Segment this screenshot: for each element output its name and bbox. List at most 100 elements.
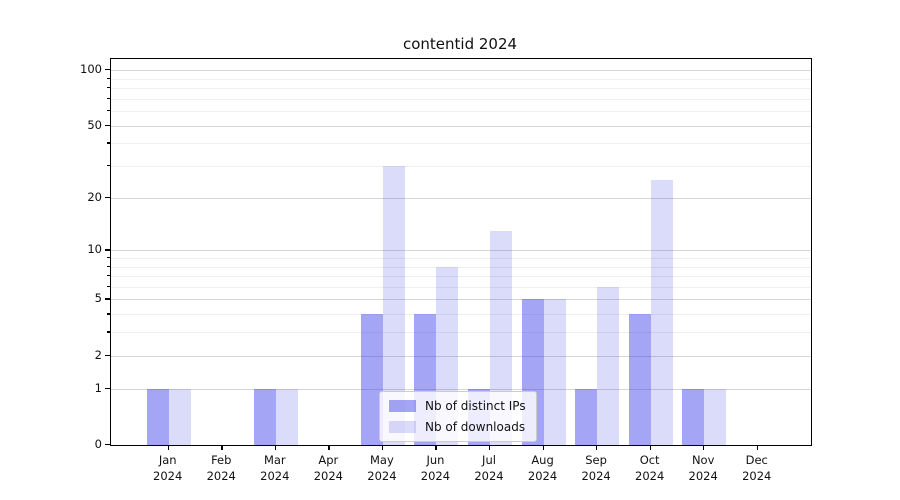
x-tick-label-sep: Sep 2024	[568, 452, 624, 484]
major-gridline-10	[111, 250, 811, 252]
month-year: 2024	[581, 469, 611, 483]
minor-gridline-30	[111, 166, 811, 168]
x-tick-mark-apr	[328, 445, 330, 450]
y-minor-tick-mark-90	[107, 77, 110, 79]
x-tick-mark-jun	[435, 445, 437, 450]
month-name: Mar	[263, 453, 286, 467]
month-year: 2024	[742, 469, 772, 483]
x-tick-label-apr: Apr 2024	[300, 452, 356, 484]
chart-title: contentid 2024	[402, 35, 518, 53]
minor-gridline-9	[111, 258, 811, 259]
y-minor-tick-mark-7	[107, 275, 110, 277]
legend-label-downloads: Nb of downloads	[425, 420, 526, 434]
month-name: Aug	[531, 453, 554, 467]
month-year: 2024	[527, 469, 558, 483]
month-name: Apr	[318, 453, 339, 467]
y-tick-mark-100	[105, 69, 110, 71]
month-year: 2024	[420, 469, 451, 483]
x-tick-mark-jan	[167, 445, 169, 450]
bar-oct-downloads	[650, 180, 673, 445]
bar-jan-ips	[146, 388, 169, 445]
month-name: Dec	[745, 453, 768, 467]
month-name: Nov	[691, 453, 715, 467]
legend-label-distinct-ips: Nb of distinct IPs	[425, 399, 526, 413]
x-tick-mark-jul	[489, 445, 491, 450]
x-tick-mark-nov	[703, 445, 705, 450]
y-minor-tick-mark-3	[107, 331, 110, 333]
minor-gridline-4	[111, 314, 811, 316]
bar-nov-ips	[682, 388, 705, 445]
x-tick-label-dec: Dec 2024	[729, 452, 785, 484]
major-gridline-50	[111, 125, 811, 127]
month-name: Sep	[585, 453, 607, 467]
x-tick-label-jun: Jun 2024	[407, 452, 463, 484]
x-tick-label-feb: Feb 2024	[193, 452, 249, 484]
month-name: Jan	[158, 453, 177, 467]
y-minor-tick-mark-6	[107, 285, 110, 288]
bar-aug-downloads	[543, 299, 566, 445]
month-year: 2024	[153, 469, 183, 483]
bar-may-downloads	[382, 166, 405, 445]
y-tick-mark-5	[105, 298, 110, 300]
bar-mar-downloads	[275, 388, 298, 445]
month-name: Oct	[639, 453, 660, 467]
minor-gridline-3	[111, 332, 811, 334]
x-tick-mark-feb	[221, 445, 223, 450]
month-year: 2024	[474, 469, 504, 483]
y-minor-tick-mark-4	[107, 313, 110, 315]
minor-gridline-7	[111, 276, 811, 278]
month-year: 2024	[206, 469, 236, 483]
y-tick-mark-1	[105, 387, 110, 389]
x-tick-label-jan: Jan 2024	[140, 452, 196, 484]
y-tick-mark-0	[105, 444, 110, 446]
y-tick-label-1: 1	[94, 380, 102, 395]
minor-gridline-70	[111, 98, 811, 100]
month-name: Feb	[211, 453, 232, 467]
month-name: Jun	[426, 453, 445, 467]
y-tick-mark-2	[105, 354, 110, 357]
y-tick-label-5: 5	[94, 291, 102, 306]
y-minor-tick-mark-9	[107, 257, 110, 259]
minor-gridline-90	[111, 78, 811, 80]
x-tick-label-may: May 2024	[354, 452, 410, 484]
bar-may-ips	[360, 314, 383, 445]
major-gridline-2	[111, 355, 811, 357]
month-year: 2024	[635, 469, 665, 483]
y-minor-tick-mark-8	[107, 265, 110, 267]
x-tick-label-oct: Oct 2024	[622, 452, 678, 484]
x-tick-mark-oct	[649, 445, 651, 450]
x-tick-label-jul: Jul 2024	[461, 452, 517, 484]
y-minor-tick-mark-70	[107, 97, 110, 100]
y-minor-tick-mark-30	[107, 165, 110, 167]
minor-gridline-8	[111, 266, 811, 268]
y-tick-label-20: 20	[87, 189, 102, 204]
legend-item-downloads: Nb of downloads	[389, 420, 526, 434]
y-minor-tick-mark-60	[107, 110, 110, 112]
minor-gridline-6	[111, 286, 811, 288]
x-tick-mark-may	[381, 445, 384, 450]
x-tick-label-aug: Aug 2024	[515, 452, 571, 484]
y-tick-mark-20	[105, 196, 110, 199]
y-tick-label-50: 50	[87, 117, 102, 132]
y-tick-label-0: 0	[94, 437, 102, 451]
minor-gridline-60	[111, 111, 811, 113]
legend-item-distinct-ips: Nb of distinct IPs	[389, 399, 526, 413]
y-tick-mark-10	[105, 249, 110, 251]
bar-oct-ips	[628, 314, 651, 445]
month-year: 2024	[313, 469, 343, 483]
minor-gridline-40	[111, 143, 811, 145]
bar-sep-downloads	[597, 286, 620, 445]
major-gridline-20	[111, 197, 811, 199]
bar-mar-ips	[253, 388, 276, 445]
x-tick-mark-dec	[756, 445, 759, 450]
legend: Nb of distinct IPs Nb of downloads	[379, 391, 537, 442]
major-gridline-5	[111, 299, 811, 301]
bar-nov-downloads	[704, 388, 727, 445]
x-tick-mark-aug	[542, 445, 544, 450]
month-name: Jul	[482, 453, 496, 467]
x-tick-label-nov: Nov 2024	[675, 452, 731, 484]
month-year: 2024	[367, 469, 397, 483]
major-gridline-100	[111, 70, 811, 72]
y-tick-label-10: 10	[87, 242, 102, 257]
y-tick-mark-50	[105, 124, 110, 126]
